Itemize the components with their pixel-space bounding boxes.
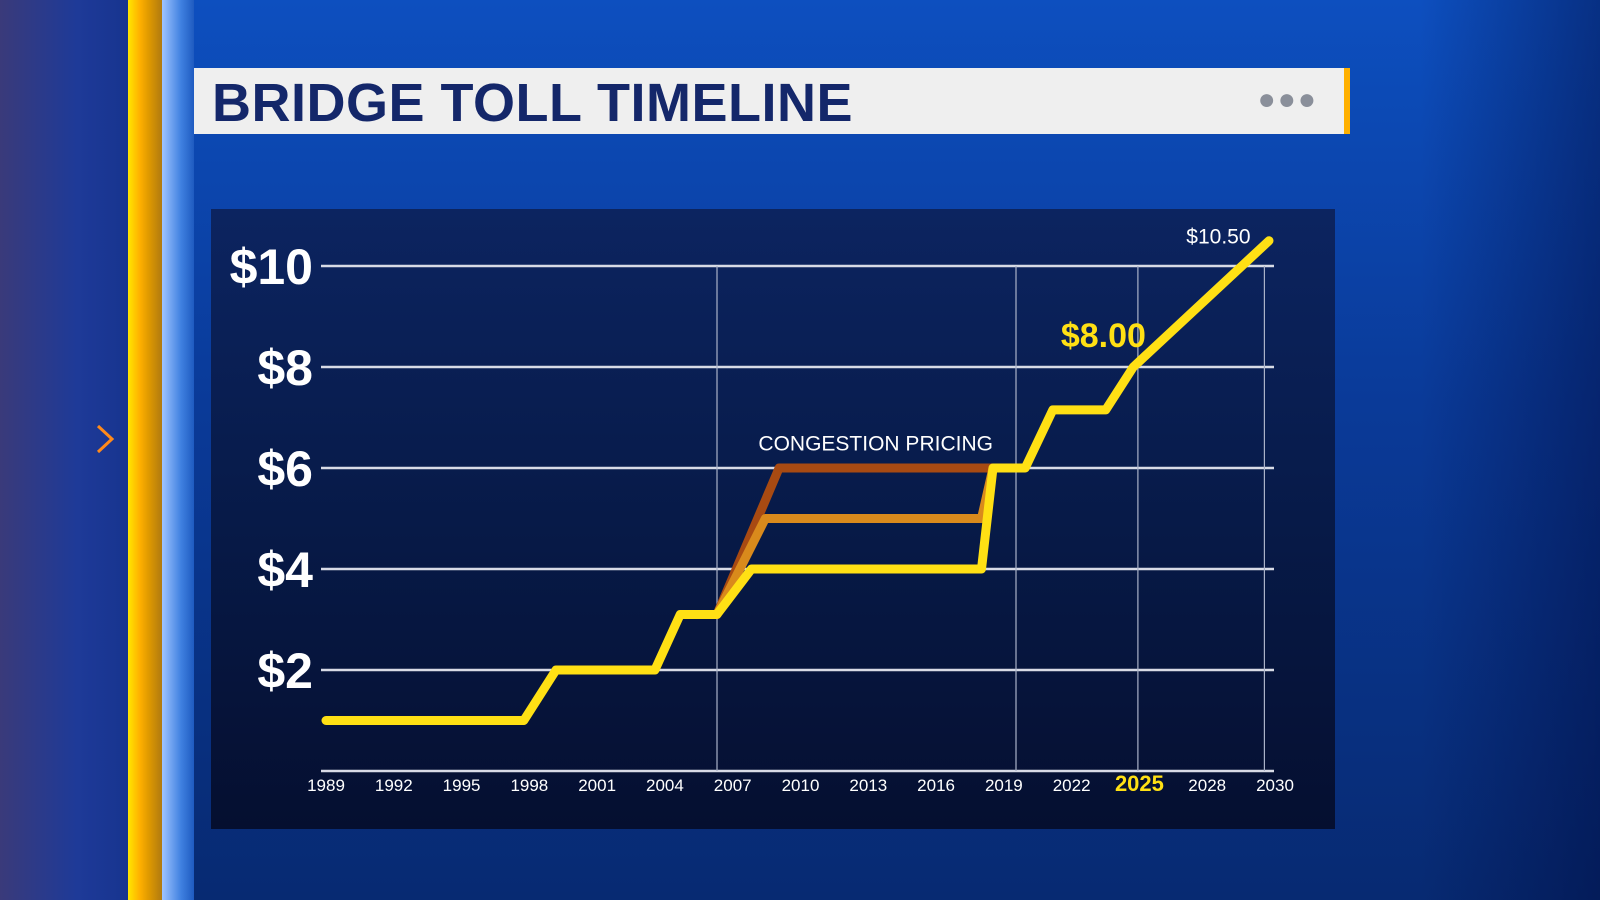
x-tick-label: 2004	[646, 776, 684, 795]
x-tick-label: 1995	[443, 776, 481, 795]
x-tick-label: 2016	[917, 776, 955, 795]
left-side-panel	[0, 0, 128, 900]
light-accent-bar	[162, 0, 194, 900]
y-tick-label: $10	[230, 239, 313, 295]
ellipsis-icon[interactable]: ●●●	[1257, 83, 1318, 116]
y-tick-label: $8	[257, 340, 313, 396]
page-title: BRIDGE TOLL TIMELINE	[212, 73, 854, 133]
title-bar: BRIDGE TOLL TIMELINE ●●●	[194, 68, 1350, 134]
x-tick-label: 2001	[578, 776, 616, 795]
x-tick-label: 2007	[714, 776, 752, 795]
annotation-label: CONGESTION PRICING	[758, 432, 993, 455]
y-tick-label: $2	[257, 643, 313, 699]
annotation-label: $10.50	[1186, 225, 1250, 248]
x-tick-label: 1998	[510, 776, 548, 795]
toll-chart: $2 $4 $6 $8 $10 1989 1992 1995 1998 2001 2004 2007 2…	[230, 225, 1294, 796]
series-line-congestion-mid	[712, 463, 998, 619]
x-tick-label: 2030	[1256, 776, 1294, 795]
y-tick-label: $4	[257, 542, 313, 598]
gold-accent-bar	[128, 0, 162, 900]
x-tick-label: 2010	[782, 776, 820, 795]
annotation-label: $8.00	[1061, 317, 1146, 355]
chart-panel: $2 $4 $6 $8 $10 1989 1992 1995 1998 2001 2004 2007 2…	[211, 209, 1335, 829]
y-tick-label: $6	[257, 441, 313, 497]
background-shade	[1420, 0, 1600, 900]
series-line-toll	[321, 236, 1274, 725]
x-tick-label: 2028	[1188, 776, 1226, 795]
x-tick-label: 2025	[1115, 771, 1164, 796]
x-tick-label: 2019	[985, 776, 1023, 795]
x-tick-label: 2022	[1053, 776, 1091, 795]
x-tick-label: 1992	[375, 776, 413, 795]
x-tick-label: 1989	[307, 776, 345, 795]
chevron-right-icon[interactable]	[94, 424, 116, 454]
x-tick-label: 2013	[849, 776, 887, 795]
